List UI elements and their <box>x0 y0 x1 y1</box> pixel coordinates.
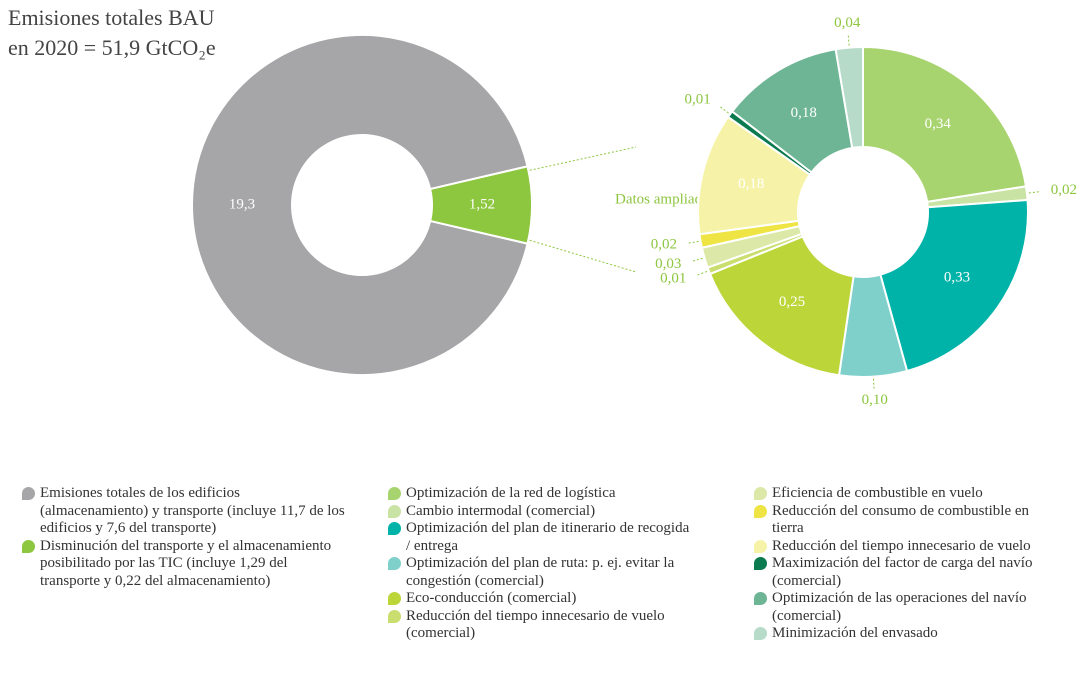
legend-item: Eco-conducción (comercial) <box>388 590 696 608</box>
legend-label: Disminución del transporte y el almacena… <box>40 537 332 589</box>
legend-label: Reducción del consumo de combustible en … <box>772 502 1030 537</box>
legend-label: Optimización del plan de ruta: p. ej. ev… <box>406 555 675 589</box>
slice <box>428 165 533 245</box>
zoom-line <box>521 237 637 273</box>
legend-column: Emisiones totales de los edificios (alma… <box>22 485 350 591</box>
legend-marker <box>22 487 35 500</box>
value-label: 0,02 <box>1051 182 1077 198</box>
legend-item: Emisiones totales de los edificios (alma… <box>22 485 350 538</box>
legend-column: Eficiencia de combustible en vuelo Reducc… <box>754 485 1062 643</box>
legend-marker <box>388 557 401 570</box>
legend-marker <box>388 592 401 605</box>
leader-line <box>847 35 850 46</box>
legend-marker <box>388 522 401 535</box>
value-label: 0,18 <box>791 105 817 121</box>
legend-column: Optimización de la red de logística Cambi… <box>388 485 696 643</box>
legend-marker <box>754 487 767 500</box>
value-label: 19,3 <box>229 196 255 212</box>
slice <box>191 34 529 376</box>
legend-item: Maximización del factor de carga del nav… <box>754 555 1062 590</box>
legend-label: Reducción del tiempo innecesario de vuel… <box>406 607 665 642</box>
legend-item: Reducción del tiempo innecesario de vuel… <box>754 537 1062 556</box>
legend-item: Optimización del plan de ruta: p. ej. ev… <box>388 555 696 590</box>
leader-line <box>697 271 708 276</box>
legend-item: Optimización del plan de itinerario de r… <box>388 520 696 555</box>
legend-marker <box>388 609 401 623</box>
value-label: 0,34 <box>925 116 952 132</box>
legend-item: Cambio intermodal (comercial) <box>388 502 696 521</box>
value-label: 0,33 <box>944 270 970 286</box>
legend-item: Eficiencia de combustible en vuelo <box>754 485 1062 503</box>
zoom-line <box>521 146 637 173</box>
legend-item: Optimización de la red de logística <box>388 485 696 503</box>
legend-label: Maximización del factor de carga del nav… <box>772 555 1033 589</box>
value-label: 1,52 <box>469 196 495 212</box>
legend-marker <box>754 504 767 518</box>
value-label: 0,04 <box>834 15 861 31</box>
legend-marker <box>754 557 767 570</box>
value-label: 0,25 <box>779 294 805 310</box>
legend-label: Reducción del tiempo innecesario de vuel… <box>772 537 1031 554</box>
title-line: en 2020 = 51,9 GtCO₂e <box>8 35 216 60</box>
title-line: Emisiones totales BAU <box>8 5 215 30</box>
legend-label: Optimización de la red de logística <box>406 485 616 501</box>
legend-label: Optimización del plan de itinerario de r… <box>406 520 690 554</box>
legend-marker <box>388 504 401 518</box>
legend-label: Minimización del envasado <box>772 625 938 641</box>
legend-item: Reducción del tiempo innecesario de vuel… <box>388 607 696 643</box>
value-label: 0,01 <box>660 271 686 287</box>
leader-line <box>872 378 875 389</box>
value-label: 0,18 <box>738 176 764 192</box>
legend-marker <box>754 592 767 605</box>
slice <box>708 235 855 377</box>
legend-marker <box>388 487 401 500</box>
legend-label: Eficiencia de combustible en vuelo <box>772 485 983 501</box>
leader-line <box>1028 191 1039 194</box>
legend-label: Optimización de las operaciones del naví… <box>772 590 1027 624</box>
value-label: 0,10 <box>862 392 888 408</box>
slice <box>862 45 1028 204</box>
legend-label: Emisiones totales de los edificios (alma… <box>40 485 345 536</box>
legend-marker <box>754 627 767 640</box>
slice <box>834 45 864 150</box>
leader-line <box>720 106 729 114</box>
legend-marker <box>22 539 35 553</box>
leader-line <box>688 240 699 244</box>
legend-item: Reducción del consumo de combustible en … <box>754 502 1062 538</box>
slice <box>879 198 1029 373</box>
legend-item: Disminución del transporte y el almacena… <box>22 537 350 591</box>
annotation: Datos ampliados <box>615 191 716 207</box>
legend-label: Eco-conducción (comercial) <box>406 590 577 606</box>
legend-label: Cambio intermodal (comercial) <box>406 502 596 519</box>
legend-item: Minimización del envasado <box>754 625 1062 643</box>
value-label: 0,01 <box>685 91 711 107</box>
value-label: 0,02 <box>651 237 677 253</box>
value-label: 0,03 <box>655 256 681 272</box>
leader-line <box>692 257 703 262</box>
legend-item: Optimización de las operaciones del naví… <box>754 590 1062 625</box>
legend-marker <box>754 539 767 553</box>
